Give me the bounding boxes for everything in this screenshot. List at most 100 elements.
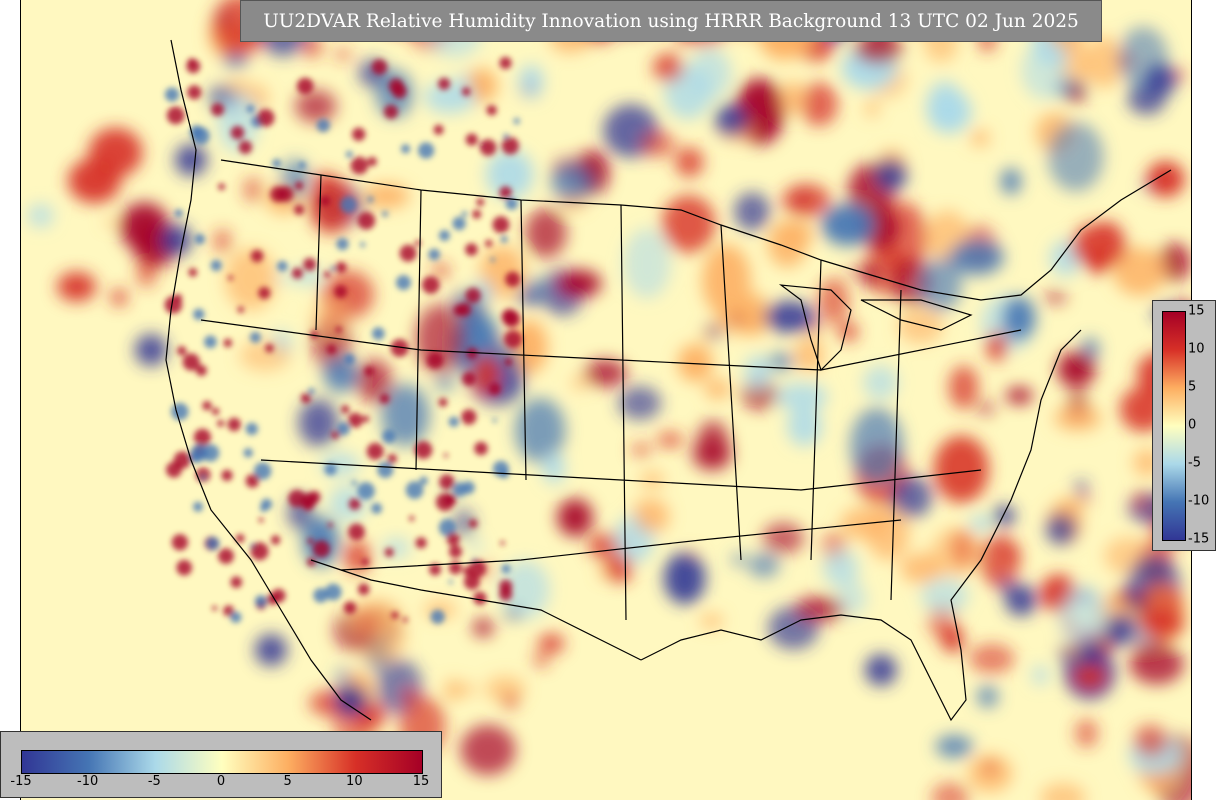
- innovation-blob: [584, 359, 627, 387]
- innovation-blob: [1047, 122, 1104, 192]
- innovation-speckle: [499, 56, 512, 70]
- innovation-blob: [1021, 41, 1068, 100]
- innovation-speckle: [306, 557, 316, 567]
- innovation-speckle: [245, 422, 258, 436]
- innovation-speckle: [448, 579, 453, 585]
- innovation-speckle: [479, 139, 497, 156]
- state-lines: [200, 174, 1022, 621]
- innovation-blob: [800, 82, 838, 127]
- innovation-speckle: [415, 537, 427, 549]
- west-coastline: [165, 39, 372, 721]
- innovation-speckle: [302, 499, 314, 511]
- innovation-speckle: [256, 109, 275, 127]
- horizontal-colorbar-tick: 15: [412, 774, 430, 789]
- ocean-innovation-spot: [875, 159, 907, 191]
- vertical-colorbar-tick: -15: [1188, 531, 1210, 547]
- innovation-blob: [823, 549, 859, 588]
- innovation-blob: [503, 694, 519, 709]
- innovation-blob: [1079, 642, 1101, 667]
- innovation-speckle: [313, 588, 329, 603]
- innovation-speckle: [173, 451, 191, 469]
- innovation-blob: [504, 609, 523, 619]
- innovation-speckle: [364, 366, 375, 377]
- innovation-speckle: [438, 77, 451, 90]
- innovation-speckle: [254, 595, 267, 608]
- innovation-blob: [538, 634, 565, 653]
- innovation-speckle: [265, 343, 274, 353]
- horizontal-colorbar-tick: -10: [77, 774, 99, 789]
- innovation-blob: [1085, 36, 1123, 89]
- innovation-blob: [557, 498, 593, 537]
- innovation-speckle: [492, 460, 509, 477]
- innovation-speckle: [194, 233, 205, 245]
- innovation-blob: [969, 515, 992, 531]
- innovation-blob: [243, 177, 263, 202]
- innovation-speckle: [474, 441, 488, 456]
- innovation-speckle: [164, 87, 180, 102]
- innovation-speckle: [387, 454, 397, 464]
- ocean-innovation-spot: [175, 144, 207, 176]
- vertical-colorbar-tick: -10: [1188, 493, 1210, 509]
- innovation-blob: [731, 315, 744, 324]
- innovation-speckle: [195, 467, 211, 483]
- innovation-speckle: [382, 429, 396, 444]
- innovation-speckle: [433, 124, 444, 135]
- innovation-speckle: [176, 559, 192, 576]
- innovation-speckle: [340, 196, 357, 213]
- innovation-speckle: [401, 144, 411, 154]
- innovation-speckle: [227, 417, 241, 432]
- innovation-blob: [970, 129, 990, 147]
- innovation-speckle: [501, 564, 511, 574]
- innovation-speckle: [235, 534, 245, 543]
- innovation-speckle: [366, 442, 384, 460]
- innovation-speckle: [468, 519, 478, 528]
- innovation-speckle: [211, 103, 225, 116]
- innovation-speckle: [327, 522, 333, 528]
- innovation-blob: [333, 48, 352, 61]
- innovation-speckle: [438, 398, 448, 407]
- innovation-speckle: [243, 448, 253, 458]
- innovation-speckle: [270, 535, 281, 545]
- innovation-speckle: [443, 453, 448, 458]
- vertical-colorbar-tick: 5: [1188, 379, 1197, 395]
- vertical-colorbar-tick: 0: [1188, 417, 1197, 433]
- innovation-blob: [640, 471, 665, 489]
- innovation-speckle: [250, 542, 269, 561]
- innovation-speckle: [266, 593, 279, 605]
- innovation-speckle: [218, 183, 226, 191]
- innovation-blob: [487, 343, 519, 360]
- innovation-speckle: [430, 609, 445, 624]
- innovation-speckle: [258, 517, 264, 523]
- innovation-speckle: [465, 243, 478, 256]
- innovation-speckle: [195, 365, 207, 376]
- vertical-colorbar: [1162, 311, 1186, 541]
- innovation-speckle: [472, 209, 482, 219]
- innovation-blob: [917, 258, 963, 312]
- innovation-blob: [473, 619, 493, 637]
- innovation-blob: [364, 183, 410, 209]
- innovation-speckle: [419, 476, 428, 485]
- innovation-speckle: [501, 137, 519, 155]
- innovation-blob: [741, 379, 778, 410]
- innovation-speckle: [341, 405, 350, 414]
- innovation-speckle: [190, 444, 208, 462]
- innovation-blob: [864, 98, 880, 118]
- innovation-blob: [1073, 662, 1107, 690]
- innovation-speckle: [237, 306, 244, 313]
- innovation-blob: [977, 402, 995, 415]
- innovation-blob: [677, 344, 713, 382]
- innovation-blob: [986, 331, 1007, 362]
- vertical-colorbar-tick: -5: [1188, 455, 1201, 471]
- innovation-speckle: [319, 195, 331, 207]
- innovation-speckle: [189, 125, 204, 139]
- innovation-blob: [657, 432, 684, 448]
- innovation-speckle: [465, 287, 481, 304]
- innovation-blob: [1066, 86, 1087, 102]
- innovation-speckle: [223, 605, 235, 617]
- innovation-blob: [433, 264, 449, 277]
- innovation-speckle: [291, 267, 303, 279]
- innovation-speckle: [334, 285, 348, 299]
- innovation-speckle: [357, 211, 376, 230]
- innovation-blob: [738, 292, 770, 337]
- innovation-blob: [1071, 223, 1127, 269]
